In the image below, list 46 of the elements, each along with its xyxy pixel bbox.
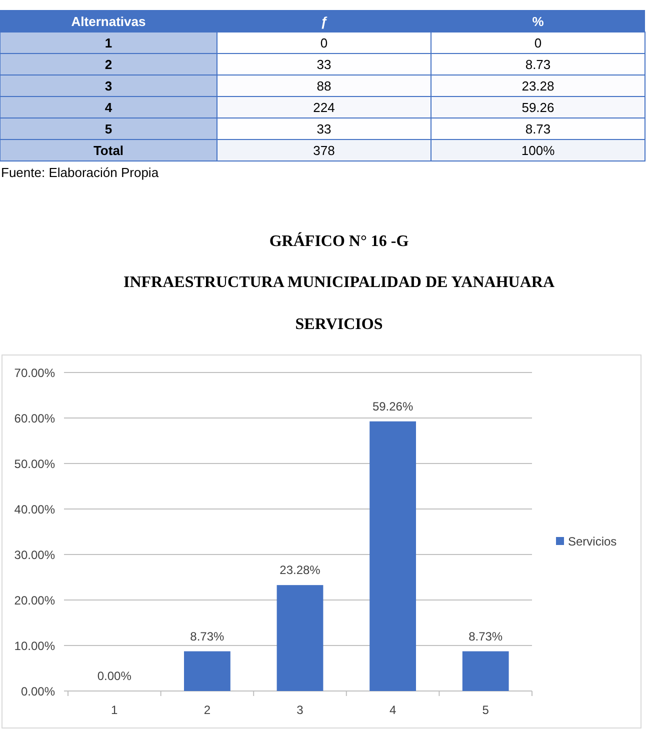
data-label: 33: [316, 57, 332, 72]
y-tick-label: Total: [93, 143, 124, 158]
y-tick-label: 50.00%: [14, 457, 56, 471]
y-tick-label: 20.00%: [14, 594, 56, 608]
data-label: 33: [316, 122, 332, 136]
x-tick-label: 5: [482, 703, 490, 717]
bar: [370, 421, 416, 691]
chart-subtitle: INFRAESTRUCTURA MUNICIPALIDAD DE YANAHUARA: [124, 274, 555, 291]
bar: [462, 651, 509, 691]
bar: [184, 651, 230, 691]
y-tick-label: 5: [104, 122, 112, 136]
y-tick-label: 3: [104, 78, 112, 94]
chart-title: GRÁFICO N° 16 -G: [269, 232, 410, 250]
bar: [276, 585, 324, 691]
x-tick-label: 2: [204, 703, 211, 717]
y-tick-label: 70.00%: [14, 366, 56, 380]
y-tick-label: 40.00%: [14, 502, 56, 516]
data-label: 88: [316, 78, 332, 94]
data-label: 100%: [521, 143, 556, 158]
y-tick-label: 1: [104, 36, 112, 50]
data-label: 23.28%: [280, 563, 321, 578]
x-tick-label: 4: [389, 703, 396, 717]
x-tick-label: ƒ: [320, 14, 328, 29]
data-label: 378: [313, 143, 335, 158]
data-label: 0: [534, 36, 542, 50]
x-tick-label: 3: [296, 703, 304, 717]
y-tick-label: 0.00%: [20, 684, 56, 698]
data-label: 23.28: [522, 78, 554, 94]
data-label: 0: [320, 36, 328, 50]
data-label: 224: [313, 100, 335, 115]
y-tick-label: 10.00%: [14, 639, 56, 653]
y-tick-label: 2: [104, 57, 112, 72]
y-tick-label: 30.00%: [14, 548, 56, 562]
x-tick-label: %: [532, 14, 544, 29]
data-label: 59.26%: [372, 399, 414, 414]
data-label: 8.73%: [190, 629, 225, 644]
data-label: 59.26: [522, 100, 554, 115]
y-tick-label: 4: [104, 100, 113, 115]
text: SERVICIOS: [295, 316, 383, 333]
data-label: 8.73: [525, 122, 551, 136]
data-label: 8.73%: [468, 629, 503, 644]
y-axis-title: Alternativas: [71, 14, 146, 29]
legend-label: Servicios: [568, 534, 617, 548]
y-tick-label: 60.00%: [14, 412, 56, 426]
source-note: Fuente: Elaboración Propia: [1, 165, 160, 180]
data-label: 8.73: [525, 57, 551, 72]
